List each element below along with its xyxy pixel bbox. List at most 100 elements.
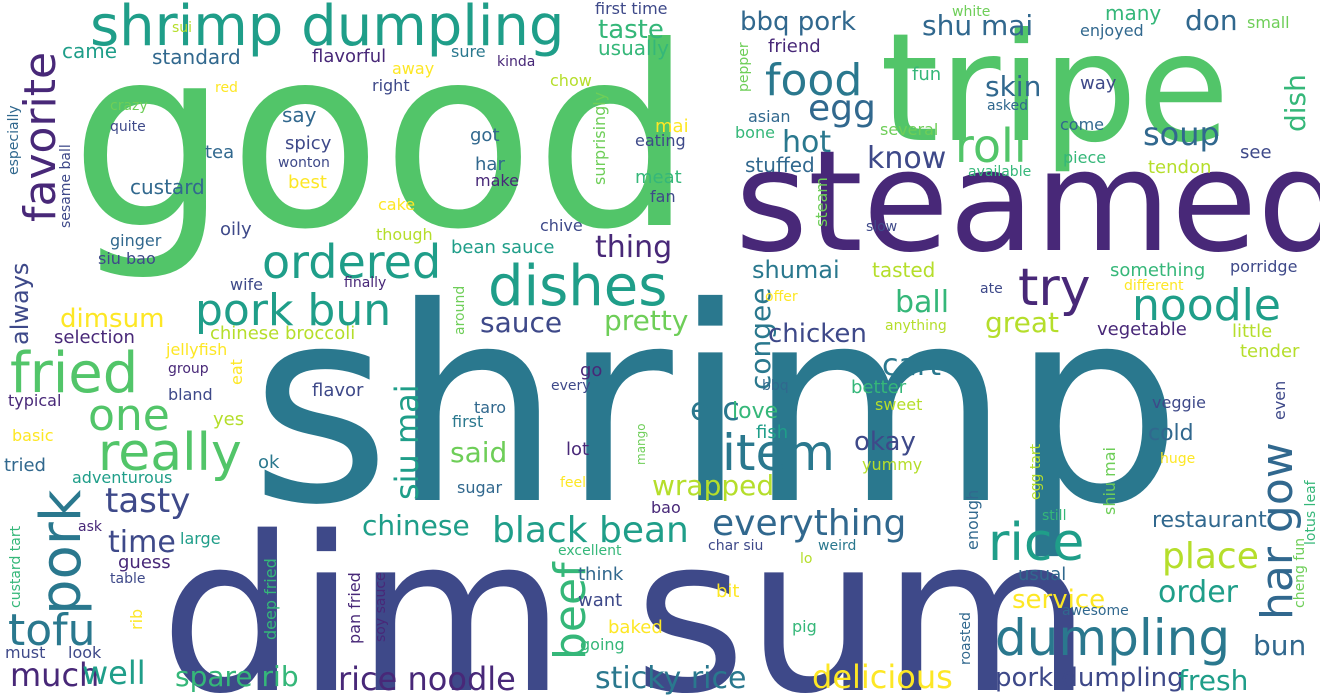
cloud-word-siu-mai: siu mai [388, 384, 426, 500]
cloud-word-favorite: favorite [15, 52, 66, 222]
cloud-word-food: food [765, 55, 862, 106]
cloud-word-crazy: crazy [110, 98, 148, 114]
cloud-word-much: much [10, 656, 99, 694]
cloud-word-came: came [62, 39, 117, 63]
cloud-word-dishes: dishes [488, 254, 667, 319]
cloud-word-feel: feel [560, 475, 586, 491]
cloud-word-red: red [215, 80, 238, 96]
cloud-word-roll: roll [955, 119, 1027, 173]
cloud-word-eating: eating [635, 131, 686, 150]
cloud-word-sticky-rice: sticky rice [595, 661, 746, 696]
cloud-word-wrapped: wrapped [652, 469, 774, 502]
cloud-word-away: away [392, 59, 434, 78]
cloud-word-egg: egg [808, 88, 876, 129]
cloud-word-noodle: noodle [1132, 280, 1281, 331]
cloud-word-usual: usual [1018, 564, 1066, 585]
cloud-word-large: large [180, 529, 221, 548]
cloud-word-basic: basic [12, 426, 54, 445]
cloud-word-bone: bone [735, 123, 775, 142]
cloud-word-skin: skin [985, 70, 1041, 103]
cloud-word-beef: beef [545, 561, 596, 660]
cloud-word-cheng-fun: cheng fun [1292, 538, 1308, 608]
cloud-word-something: something [1110, 260, 1205, 281]
cloud-word-great: great [985, 306, 1059, 339]
cloud-word-first-time: first time [595, 0, 668, 18]
cloud-word-order: order [1158, 575, 1239, 610]
cloud-word-chinese-broccoli: chinese broccoli [210, 323, 355, 344]
cloud-word-even: even [1270, 381, 1289, 420]
cloud-word-fresh: fresh [1178, 664, 1248, 697]
cloud-word-cart: cart [882, 348, 941, 383]
cloud-word-wonton: wonton [278, 155, 330, 171]
cloud-word-chow: chow [550, 71, 592, 90]
cloud-word-shrimp: shrimp [250, 249, 1182, 564]
cloud-word-guess: guess [118, 552, 171, 573]
cloud-word-white: white [952, 4, 990, 20]
cloud-word-ball: ball [895, 285, 949, 320]
cloud-word-soy-sauce: soy sauce [373, 572, 389, 642]
cloud-word-sauce: sauce [480, 306, 562, 339]
cloud-word-surprisingly: surprisingly [590, 92, 609, 185]
cloud-word-tripe: tripe [880, 2, 1230, 176]
cloud-word-wife: wife [230, 275, 263, 294]
cloud-word-weird: weird [818, 538, 856, 554]
cloud-word-different: different [1124, 278, 1184, 294]
cloud-word-bland: bland [168, 385, 213, 404]
cloud-word-don: don [1185, 4, 1238, 37]
cloud-word-taro: taro [474, 398, 506, 417]
cloud-word-har-gow: har gow [1252, 442, 1303, 620]
cloud-word-deep-fried: deep fried [261, 558, 280, 640]
cloud-word-kinda: kinda [497, 54, 535, 70]
cloud-word-hot: hot [782, 125, 831, 160]
cloud-word-fried: fried [10, 341, 138, 406]
cloud-word-spicy: spicy [285, 133, 332, 154]
cloud-word-way: way [1080, 73, 1117, 94]
cloud-word-around: around [452, 286, 468, 335]
cloud-word-chive: chive [540, 216, 583, 235]
cloud-word-try: try [1018, 258, 1091, 318]
cloud-word-shu-mai: shu mai [922, 9, 1033, 42]
cloud-word-rib: rib [127, 609, 146, 630]
cloud-word-fish: fish [756, 422, 788, 443]
cloud-word-quite: quite [110, 119, 146, 135]
cloud-word-make: make [475, 171, 519, 190]
cloud-word-bit: bit [716, 581, 739, 602]
cloud-word-stuffed: stuffed [745, 153, 815, 177]
cloud-word-rice: rice [988, 513, 1084, 573]
cloud-word-pork: pork [29, 489, 94, 615]
cloud-word-shiu-mai: shiu mai [1100, 447, 1119, 515]
cloud-word-fan: fan [650, 187, 676, 206]
cloud-word-cake: cake [378, 195, 415, 214]
cloud-word-right: right [372, 76, 410, 95]
cloud-word-many: many [1105, 1, 1161, 25]
cloud-word-little: little [1232, 321, 1272, 342]
cloud-word-roasted: roasted [958, 612, 974, 665]
cloud-word-lo: lo [800, 551, 812, 567]
cloud-word-congee: congee [744, 288, 777, 391]
cloud-word-chinese: chinese [362, 509, 470, 542]
cloud-word-say: say [282, 103, 317, 127]
cloud-word-steamed: steamed [735, 121, 1320, 284]
cloud-word-veggie: veggie [1152, 393, 1206, 412]
cloud-word-shrimp-dumpling: shrimp dumpling [90, 0, 564, 59]
cloud-word-fun: fun [912, 64, 941, 85]
cloud-word-come: come [1060, 115, 1104, 134]
cloud-word-dumpling: dumpling [995, 609, 1230, 667]
cloud-word-flavor: flavor [312, 380, 364, 401]
cloud-word-spare-rib: spare rib [175, 660, 299, 693]
cloud-word-custard: custard [130, 175, 205, 199]
cloud-word-best: best [288, 172, 327, 193]
cloud-word-pepper: pepper [736, 42, 752, 92]
cloud-word-sui: sui [172, 20, 192, 36]
cloud-word-tofu: tofu [8, 605, 96, 656]
cloud-word-go: go [580, 360, 602, 381]
cloud-word-time: time [108, 525, 176, 560]
cloud-word-everything: everything [712, 503, 906, 544]
cloud-word-available: available [968, 164, 1031, 180]
cloud-word-sweet: sweet [875, 395, 922, 414]
cloud-word-mai: mai [655, 116, 689, 137]
cloud-word-tender: tender [1240, 341, 1300, 362]
cloud-word-soup: soup [1143, 115, 1220, 153]
cloud-word-ginger: ginger [110, 231, 162, 250]
